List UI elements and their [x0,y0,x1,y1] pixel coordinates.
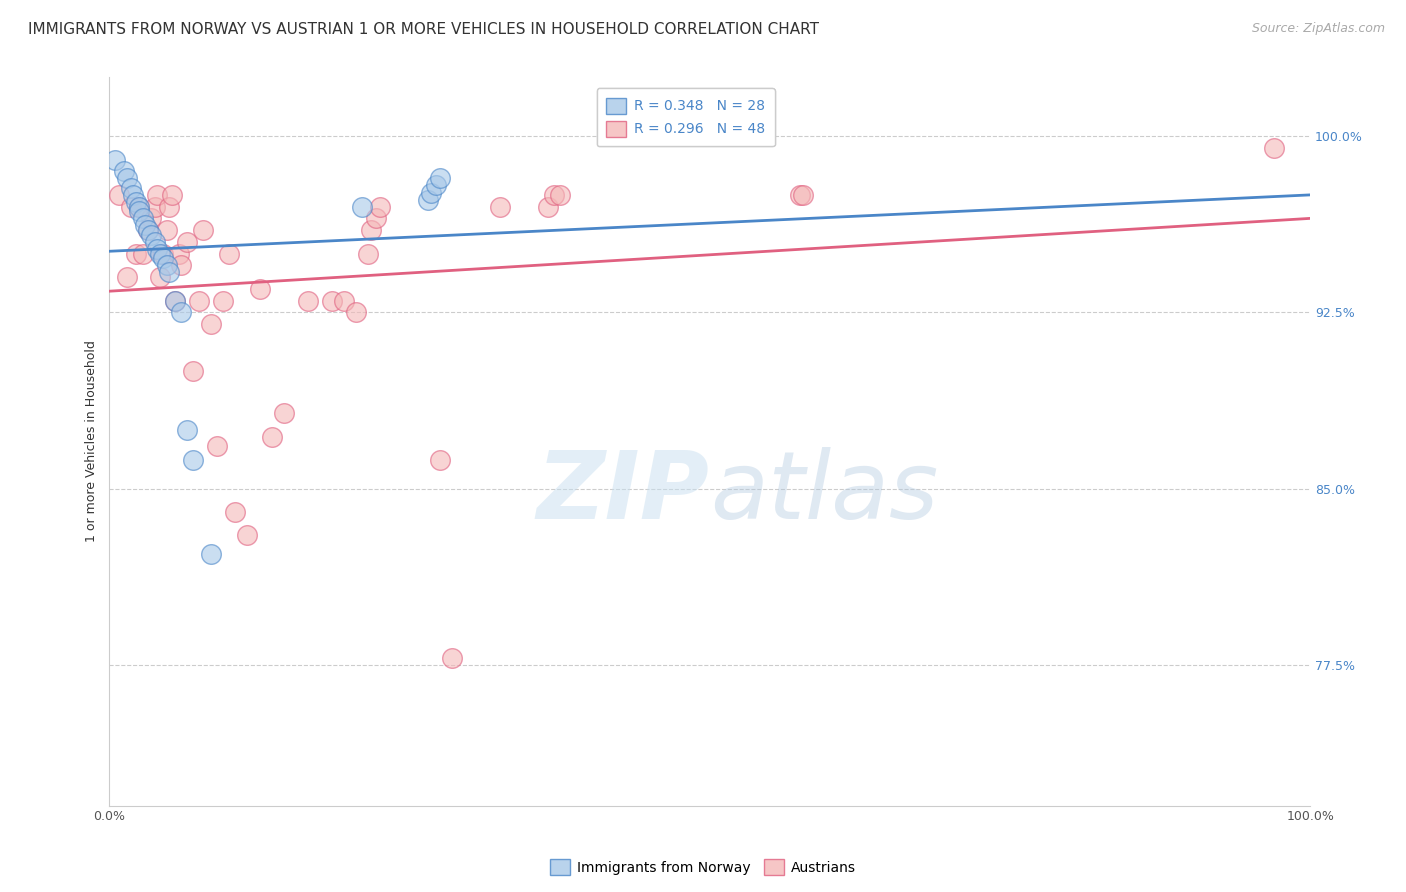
Point [165,293,187,308]
Point [108,187,131,202]
Point [141,211,163,226]
Point [122,187,145,202]
Point [152,252,174,266]
Point [176,423,198,437]
Point [356,246,378,260]
Point [249,282,271,296]
Point [236,528,259,542]
Point [170,305,193,319]
Point [128,204,150,219]
Point [156,258,179,272]
Point [360,223,382,237]
Point [128,200,150,214]
Point [149,270,172,285]
Point [128,200,150,214]
Point [364,211,387,226]
Point [260,430,283,444]
Point [143,235,166,249]
Text: IMMIGRANTS FROM NORWAY VS AUSTRIAN 1 OR MORE VEHICLES IN HOUSEHOLD CORRELATION C: IMMIGRANTS FROM NORWAY VS AUSTRIAN 1 OR … [28,22,820,37]
Point [152,246,174,260]
Point [146,187,169,202]
Point [112,164,135,178]
Point [207,439,229,453]
Point [132,211,155,226]
Point [543,187,565,202]
Point [440,650,463,665]
Point [332,293,354,308]
Point [167,246,190,260]
Point [104,153,127,167]
Point [792,187,814,202]
Point [159,265,181,279]
Legend: R = 0.348   N = 28, R = 0.296   N = 48: R = 0.348 N = 28, R = 0.296 N = 48 [596,88,775,146]
Point [188,293,211,308]
Point [224,505,246,519]
Point [429,453,451,467]
Point [368,200,391,214]
Point [344,305,367,319]
Y-axis label: 1 or more Vehicles in Household: 1 or more Vehicles in Household [86,341,98,542]
Point [117,171,139,186]
Point [537,200,560,214]
Point [141,227,163,242]
Point [136,223,159,237]
Point [212,293,235,308]
Point [120,181,142,195]
Point [146,242,169,256]
Point [191,223,214,237]
Point [160,187,183,202]
Text: Source: ZipAtlas.com: Source: ZipAtlas.com [1251,22,1385,36]
Point [134,219,156,233]
Point [1263,141,1285,155]
Point [548,187,571,202]
Point [117,270,139,285]
Point [149,246,172,260]
Point [218,246,240,260]
Point [321,293,343,308]
Point [176,235,198,249]
Point [297,293,319,308]
Point [183,453,205,467]
Point [200,547,222,561]
Point [416,193,439,207]
Point [170,258,193,272]
Point [165,293,187,308]
Text: ZIP: ZIP [537,447,710,539]
Point [132,246,155,260]
Point [183,364,205,378]
Text: atlas: atlas [710,447,938,538]
Point [125,246,148,260]
Point [143,200,166,214]
Point [273,406,295,420]
Point [488,200,510,214]
Point [429,171,451,186]
Point [200,317,222,331]
Point [120,200,142,214]
Point [350,200,373,214]
Point [156,223,179,237]
Point [789,187,811,202]
Legend: Immigrants from Norway, Austrians: Immigrants from Norway, Austrians [544,854,862,880]
Point [159,200,181,214]
Point [420,186,443,200]
Point [136,223,159,237]
Point [425,178,447,193]
Point [125,194,148,209]
